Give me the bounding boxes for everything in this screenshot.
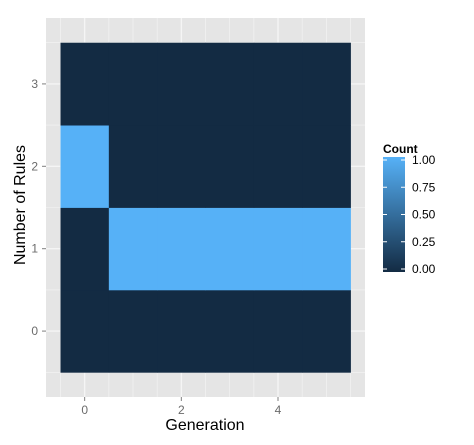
heatmap-cell xyxy=(205,289,255,373)
heatmap-cell xyxy=(253,125,303,208)
heatmap-cell xyxy=(60,207,110,291)
heatmap-cell xyxy=(302,42,351,126)
legend-label: 0.50 xyxy=(412,208,436,222)
y-axis-ticks: 0 1 2 3 xyxy=(31,77,46,338)
heatmap-cell xyxy=(302,207,351,291)
heatmap-cell xyxy=(108,42,158,126)
y-tick-label: 3 xyxy=(31,77,38,91)
heatmap-cell xyxy=(205,42,255,126)
heatmap-cell xyxy=(108,289,158,373)
heatmap-cell xyxy=(60,125,110,208)
heatmap-cell xyxy=(205,125,255,208)
x-axis-ticks: 0 2 4 xyxy=(81,397,282,417)
heatmap-cell xyxy=(253,289,303,373)
heatmap-cell xyxy=(60,289,110,373)
legend-label: 0.25 xyxy=(412,235,436,249)
legend-label: 0.00 xyxy=(412,262,436,276)
x-tick-label: 2 xyxy=(178,403,185,417)
legend-title: Count xyxy=(383,142,418,156)
heatmap-cell xyxy=(157,125,206,208)
heatmap-cell xyxy=(157,42,206,126)
heatmap-cell xyxy=(302,125,351,208)
legend-colorbar xyxy=(383,157,405,272)
legend-label: 0.75 xyxy=(412,180,436,194)
x-axis-title: Generation xyxy=(165,417,244,434)
legend-ticks: 1.00 0.75 0.50 0.25 0.00 xyxy=(383,153,436,276)
plot-panel xyxy=(46,18,365,397)
legend: Count 1.00 0.75 0.50 0.25 0.00 xyxy=(383,142,436,276)
y-tick-label: 0 xyxy=(31,324,38,338)
x-tick-label: 0 xyxy=(81,403,88,417)
heatmap-cell xyxy=(302,289,351,373)
y-tick-label: 2 xyxy=(31,159,38,173)
heatmap-cell xyxy=(157,207,206,291)
heatmap-cell xyxy=(253,42,303,126)
y-axis-title: Number of Rules xyxy=(12,145,29,265)
y-tick-label: 1 xyxy=(31,242,38,256)
heatmap-cell xyxy=(253,207,303,291)
heatmap-cell xyxy=(108,207,158,291)
heatmap-cell xyxy=(108,125,158,208)
legend-label: 1.00 xyxy=(412,153,436,167)
heatmap-cell xyxy=(157,289,206,373)
heatmap-cell xyxy=(60,42,110,126)
heatmap-tiles xyxy=(60,42,351,373)
heatmap-cell xyxy=(205,207,255,291)
x-tick-label: 4 xyxy=(275,403,282,417)
